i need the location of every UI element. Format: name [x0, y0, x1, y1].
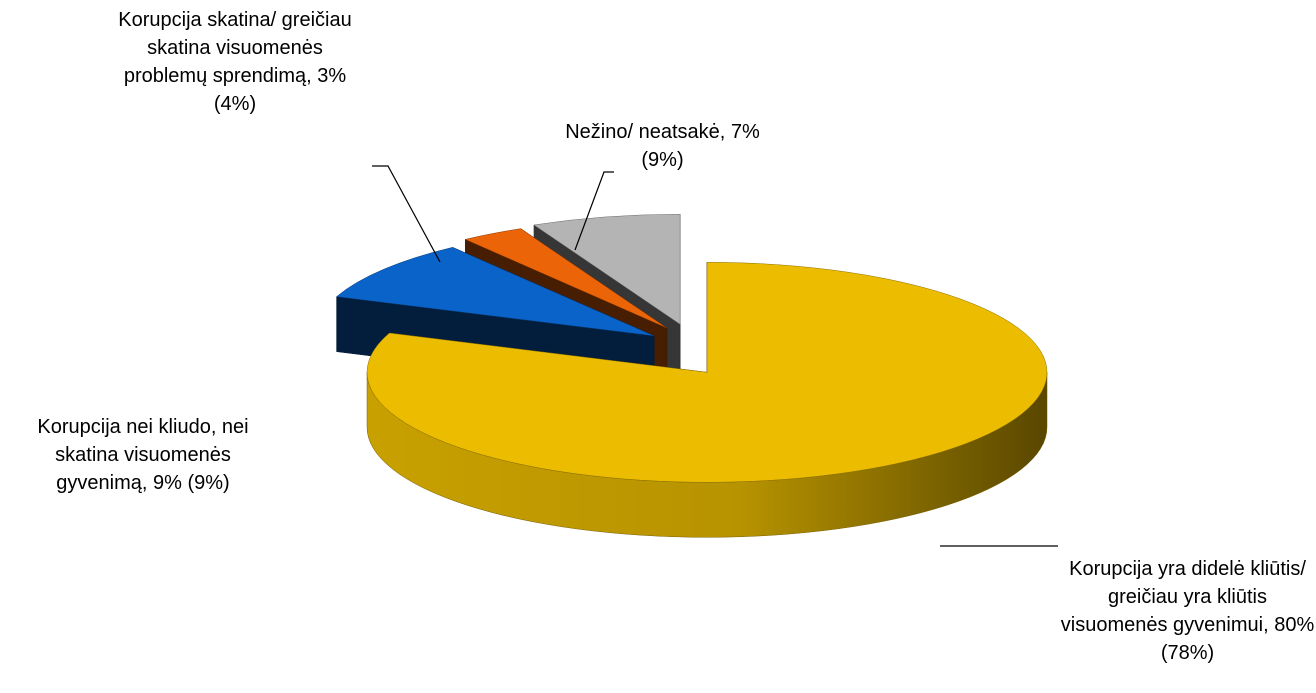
data-label: Korupcija skatina/ greičiau skatina visu…	[115, 6, 355, 118]
label-category: Korupcija yra didelė kliūtis/ greičiau y…	[1060, 558, 1306, 636]
leader-line	[574, 171, 614, 251]
slice-top	[533, 214, 681, 325]
label-value: 3% (4%)	[213, 65, 347, 115]
slice-top	[366, 262, 1048, 483]
label-category: Nežino/ neatsakė,	[565, 121, 726, 143]
slice-top	[335, 247, 655, 337]
data-label: Korupcija nei kliudo, nei skatina visuom…	[8, 413, 278, 497]
label-value: 80% (78%)	[1160, 614, 1315, 664]
slice-top	[464, 228, 668, 329]
label-value: 9% (9%)	[153, 472, 230, 494]
leader-line	[372, 165, 441, 263]
data-label: Nežino/ neatsakė, 7% (9%)	[545, 118, 780, 174]
data-label: Korupcija yra didelė kliūtis/ greičiau y…	[1060, 555, 1315, 667]
label-category: Korupcija nei kliudo, nei skatina visuom…	[37, 416, 249, 494]
label-category: Korupcija skatina/ greičiau skatina visu…	[118, 9, 352, 87]
pie-slice	[366, 262, 1048, 538]
label-value: 7% (9%)	[641, 121, 760, 171]
